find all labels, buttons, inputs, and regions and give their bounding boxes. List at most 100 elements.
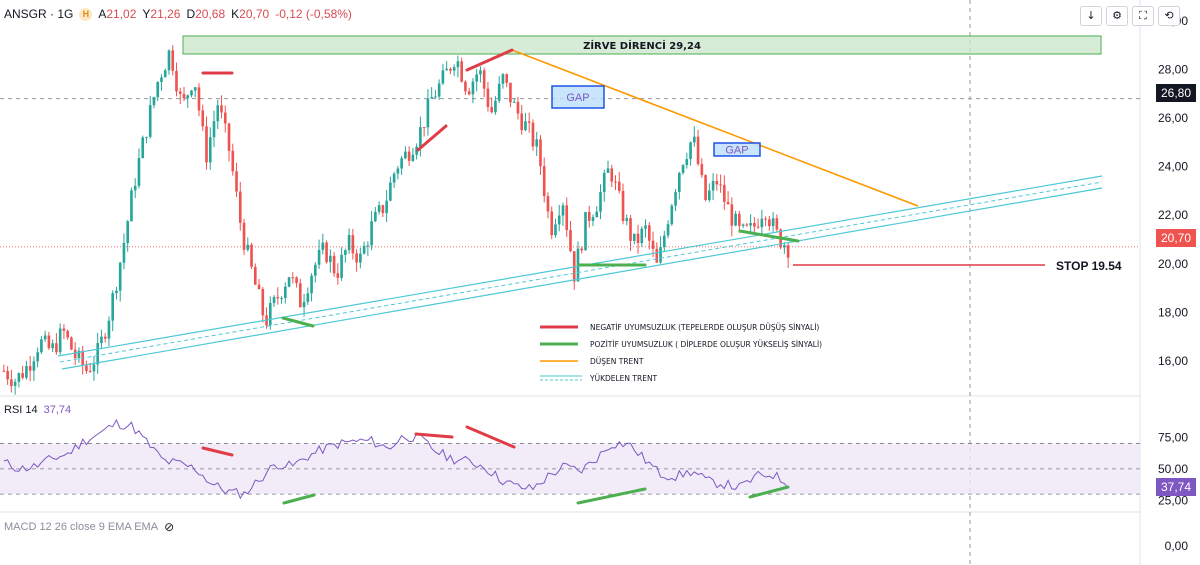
candle-body <box>783 245 786 248</box>
candle-body <box>58 328 62 353</box>
low-value: 20,68 <box>195 7 226 21</box>
fullscreen-icon[interactable]: ⛶ <box>1132 6 1154 26</box>
open-value: 21,02 <box>106 7 137 21</box>
candle-body <box>306 293 310 302</box>
candle-body <box>464 81 467 92</box>
legend-label: NEGATİF UYUMSUZLUK (TEPELERDE OLUŞUR DÜŞ… <box>590 323 819 332</box>
candle-body <box>505 74 509 83</box>
candle-body <box>569 230 572 252</box>
candle-body <box>366 245 370 247</box>
macd-header[interactable]: MACD 12 26 close 9 EMA EMA ⊘ <box>4 520 174 534</box>
candle-body <box>749 223 752 226</box>
change-value: -0,12 (-0,58%) <box>275 7 352 21</box>
candle-body <box>437 83 441 97</box>
candle-body <box>557 215 561 225</box>
candle-body <box>647 225 651 241</box>
candle-body <box>145 136 148 138</box>
candle-body <box>332 255 336 274</box>
candle-body <box>51 343 54 349</box>
candle-body <box>617 181 621 191</box>
candle-body <box>407 151 411 161</box>
candle-body <box>193 87 197 91</box>
candle-body <box>92 364 96 372</box>
rsi-negative-divergence <box>465 425 516 449</box>
candle-body <box>122 243 126 263</box>
rsi-tick-label: 25,00 <box>1158 493 1188 507</box>
candle-body <box>329 255 332 263</box>
candle-body <box>130 190 133 222</box>
candle-body <box>479 70 482 75</box>
candle-body <box>629 218 632 241</box>
symbol-label[interactable]: ANSGR · 1G <box>4 7 74 21</box>
candle-body <box>280 297 283 299</box>
candle-body <box>283 286 287 298</box>
candle-body <box>242 222 246 250</box>
candle-body <box>152 97 156 106</box>
rsi-tick-label: 50,00 <box>1158 462 1188 476</box>
rsi-positive-divergence <box>748 485 790 499</box>
settings-icon[interactable]: ⚙ <box>1106 6 1128 26</box>
price-tick-label: 20,00 <box>1158 257 1188 271</box>
candle-body <box>554 224 557 236</box>
candle-body <box>377 205 381 212</box>
candle-body <box>546 196 550 212</box>
candle-body <box>205 126 208 163</box>
candle-body <box>186 95 190 99</box>
candle-body <box>467 91 471 95</box>
candle-body <box>768 219 771 227</box>
candle-body <box>201 110 205 127</box>
candle-body <box>55 343 58 353</box>
candle-body <box>126 221 130 244</box>
rsi-header[interactable]: RSI 14 37,74 <box>4 404 71 416</box>
falling-trend-line <box>511 49 919 207</box>
candle-body <box>133 185 137 191</box>
candle-body <box>452 67 456 71</box>
candle-body <box>43 335 47 340</box>
candle-body <box>40 339 43 353</box>
rsi-value: 37,74 <box>43 404 72 416</box>
candle-body <box>666 224 670 236</box>
candle-body <box>606 168 610 173</box>
candle-body <box>662 235 666 248</box>
candle-body <box>760 218 764 228</box>
candle-body <box>542 166 546 197</box>
high-label: Y <box>142 7 151 21</box>
candle-body <box>103 336 107 339</box>
candle-body <box>561 205 565 216</box>
candle-body <box>344 250 347 255</box>
eye-hidden-icon[interactable]: ⊘ <box>164 520 175 534</box>
candle-body <box>291 277 295 279</box>
candle-body <box>482 70 486 89</box>
negative-divergence-line <box>465 48 514 72</box>
candle-body <box>771 218 775 227</box>
candle-body <box>96 343 99 365</box>
candle-body <box>584 211 587 251</box>
candle-body <box>681 164 685 173</box>
candle-body <box>47 335 51 349</box>
candle-body <box>62 328 66 331</box>
holiday-badge[interactable]: H <box>79 7 93 21</box>
candle-body <box>756 226 760 228</box>
candle-body <box>238 191 242 223</box>
rising-trend-midline <box>59 181 1103 363</box>
arrow-down-icon[interactable]: ↓ <box>1080 6 1102 26</box>
candle-body <box>689 142 692 160</box>
candle-body <box>66 330 69 338</box>
candle-body <box>389 182 392 201</box>
candle-body <box>156 81 160 98</box>
candle-body <box>182 93 186 99</box>
negative-divergence-line <box>416 124 448 152</box>
candle-body <box>587 211 591 221</box>
high-value: 21,26 <box>150 7 181 21</box>
candle-body <box>28 366 32 371</box>
candle-body <box>486 88 490 108</box>
candle-body <box>734 213 737 226</box>
candle-body <box>148 105 152 137</box>
candle-body <box>295 277 298 284</box>
screenshot-icon[interactable]: ⟲ <box>1158 6 1180 26</box>
candle-body <box>764 218 767 220</box>
candle-body <box>70 337 73 350</box>
candle-body <box>599 192 602 212</box>
candle-body <box>351 235 355 254</box>
